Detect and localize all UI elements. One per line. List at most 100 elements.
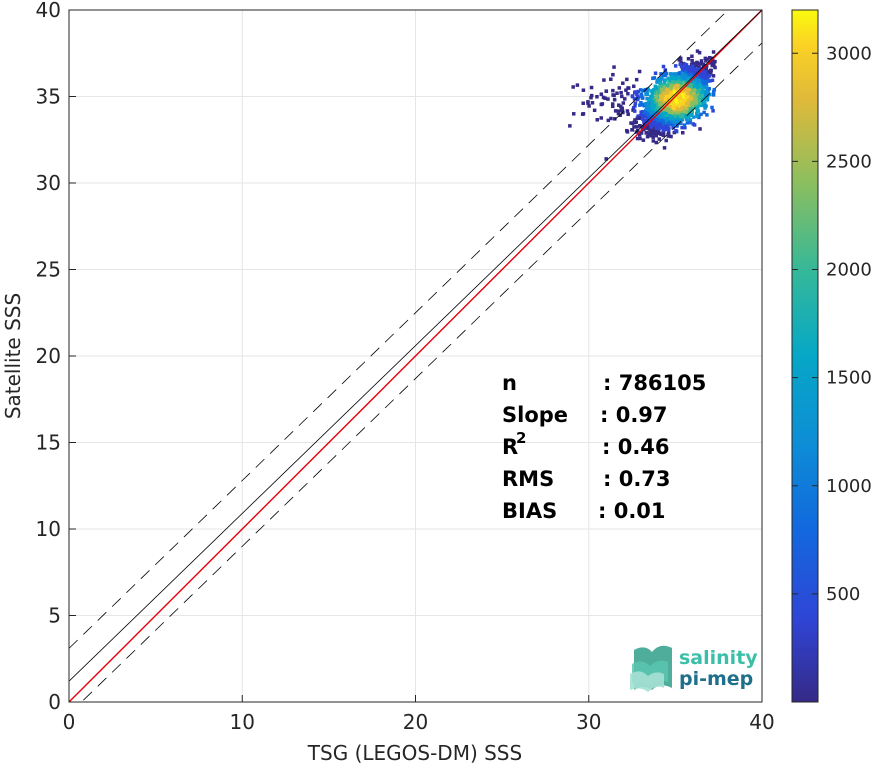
density-cell — [691, 79, 695, 83]
density-cell — [630, 94, 635, 99]
density-cell — [617, 86, 622, 90]
density-cell — [675, 119, 680, 124]
y-tick-label: 40 — [36, 0, 61, 22]
density-cell — [633, 118, 637, 122]
density-cell — [639, 92, 644, 96]
density-cell — [683, 76, 688, 80]
density-cell — [708, 79, 712, 83]
density-cell — [654, 86, 659, 91]
density-cell — [679, 60, 683, 64]
density-cell — [663, 108, 668, 113]
density-cell — [589, 85, 594, 90]
density-cell — [661, 128, 665, 133]
grid — [69, 10, 762, 702]
density-cell — [665, 107, 670, 111]
density-cell — [710, 78, 715, 83]
density-cell — [694, 93, 698, 97]
density-cell — [653, 126, 657, 131]
density-cell — [641, 138, 646, 142]
density-cell — [657, 137, 662, 141]
density-cell — [708, 70, 713, 75]
density-cell — [712, 63, 716, 67]
density-cell — [680, 93, 685, 97]
density-cell — [665, 124, 669, 128]
stat-value: : 0.46 — [602, 435, 670, 459]
density-cell — [571, 85, 575, 89]
density-cell — [663, 71, 667, 75]
density-cell — [654, 111, 659, 116]
y-tick-label: 15 — [36, 431, 61, 455]
density-cell — [571, 112, 576, 116]
density-cell — [697, 115, 701, 120]
stat-label: n — [502, 371, 517, 395]
density-cell — [701, 62, 706, 67]
density-cell — [693, 102, 697, 106]
density-cell — [668, 122, 673, 127]
density-cell — [568, 124, 572, 128]
density-cell — [699, 91, 703, 96]
density-cell — [674, 128, 678, 133]
density-cell — [712, 87, 717, 92]
density-cell — [670, 93, 674, 98]
density-cell — [696, 85, 701, 89]
density-cell — [595, 95, 599, 99]
density-cell — [662, 146, 667, 150]
density-cell — [679, 103, 684, 108]
density-cell — [711, 109, 715, 113]
density-cell — [619, 90, 623, 95]
density-cell — [683, 72, 688, 77]
density-cell — [684, 110, 688, 114]
density-cell — [668, 114, 672, 118]
density-cell — [678, 79, 682, 83]
density-cell — [700, 87, 705, 91]
density-cell — [657, 89, 661, 94]
density-cell — [646, 87, 650, 91]
density-cell — [682, 123, 687, 127]
density-cell — [667, 132, 671, 137]
density-cell — [671, 123, 675, 127]
density-cell — [636, 89, 641, 94]
density-cell — [575, 83, 580, 87]
density-cell — [695, 68, 699, 72]
stat-value: : 0.73 — [603, 467, 671, 491]
density-cell — [689, 72, 693, 77]
density-cell — [638, 88, 643, 92]
density-cell — [703, 97, 708, 101]
density-cell — [683, 88, 687, 92]
density-cell — [669, 110, 674, 114]
density-cell — [641, 110, 645, 114]
density-cell — [698, 70, 703, 75]
density-cell — [708, 55, 712, 60]
density-cell — [689, 100, 694, 105]
density-cell — [684, 96, 689, 100]
density-cell — [683, 63, 687, 67]
y-axis-title: Satellite SSS — [1, 293, 25, 419]
density-cell — [664, 100, 668, 104]
density-cell — [635, 97, 640, 102]
density-cell — [650, 100, 655, 104]
density-cell — [587, 104, 591, 108]
density-cell — [679, 118, 683, 122]
density-cell — [682, 104, 687, 109]
density-cell — [661, 120, 666, 124]
density-cell — [685, 74, 690, 79]
density-cell — [674, 72, 678, 76]
density-cell — [700, 93, 704, 98]
density-cell — [611, 88, 615, 93]
y-tick-label: 0 — [48, 690, 61, 714]
density-cell — [688, 120, 692, 125]
density-cell — [673, 93, 677, 98]
density-cell — [672, 119, 676, 124]
density-cell — [667, 104, 672, 109]
density-cell — [678, 71, 683, 75]
density-cell — [625, 130, 630, 134]
density-cell — [663, 78, 667, 82]
density-cell — [663, 73, 668, 78]
density-cell — [669, 100, 673, 104]
density-cell — [690, 85, 695, 89]
density-cell — [655, 120, 660, 124]
density-cell — [673, 111, 678, 115]
density-cell — [654, 140, 659, 145]
density-cell — [620, 108, 625, 113]
density-cell — [682, 84, 687, 88]
